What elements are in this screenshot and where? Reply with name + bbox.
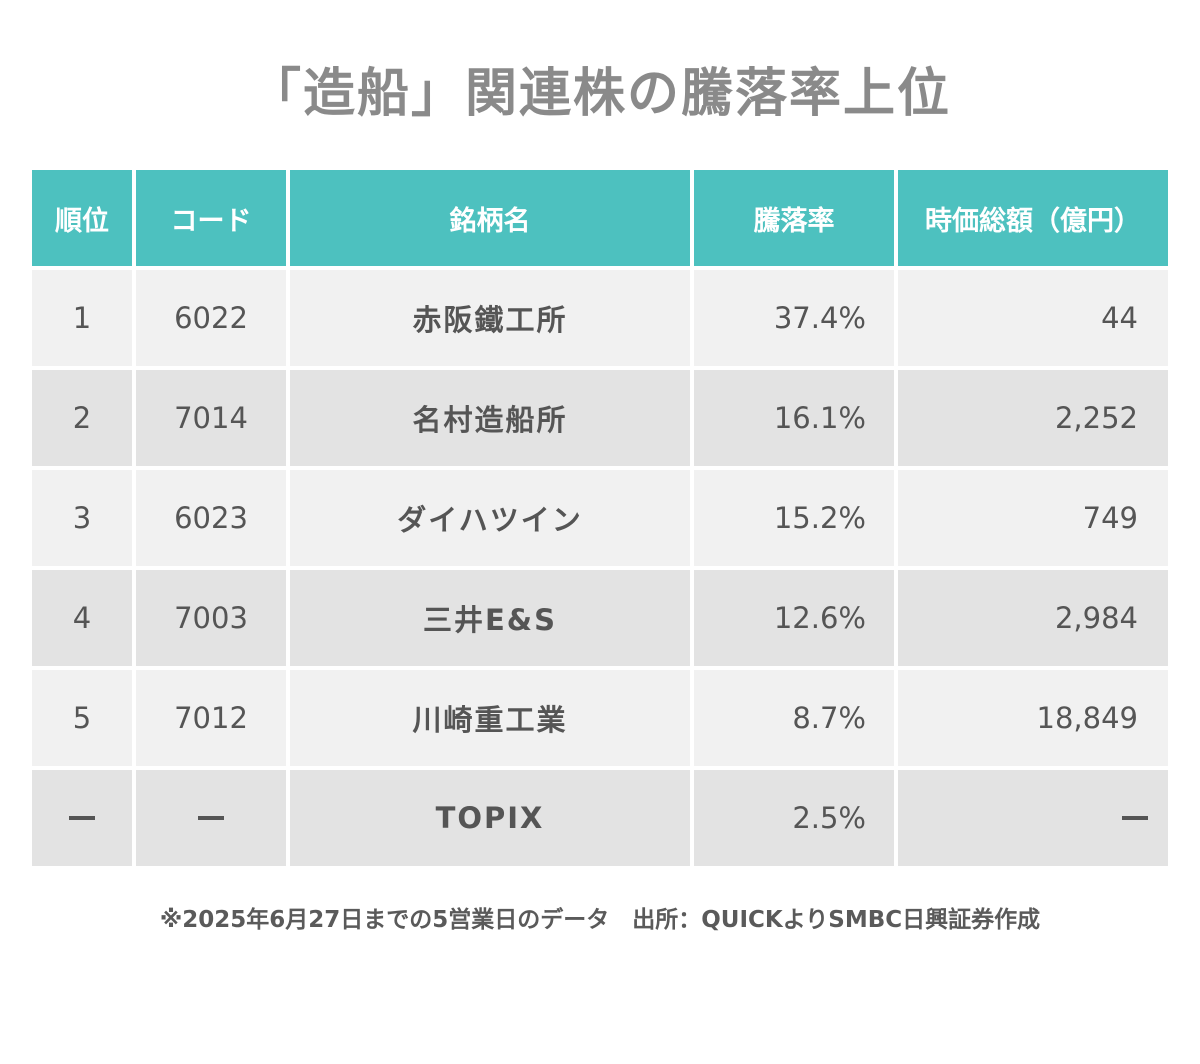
cell-rank: 2 [32, 370, 132, 466]
cell-change: 15.2% [694, 470, 894, 566]
header-name: 銘柄名 [290, 170, 690, 266]
cell-change: 2.5% [694, 770, 894, 866]
cell-change: 12.6% [694, 570, 894, 666]
cell-change: 8.7% [694, 670, 894, 766]
header-rank: 順位 [32, 170, 132, 266]
dash-mark [1122, 816, 1148, 820]
cell-name: 名村造船所 [290, 370, 690, 466]
cell-code: 6023 [136, 470, 286, 566]
header-market-cap: 時価総額（億円） [898, 170, 1168, 266]
cell-name: 川崎重工業 [290, 670, 690, 766]
cell-market-cap [898, 770, 1168, 866]
cell-code: 6022 [136, 270, 286, 366]
cell-rank [32, 770, 132, 866]
cell-code: 7014 [136, 370, 286, 466]
cell-rank: 3 [32, 470, 132, 566]
cell-market-cap: 44 [898, 270, 1168, 366]
cell-name: 赤阪鐵工所 [290, 270, 690, 366]
cell-market-cap: 749 [898, 470, 1168, 566]
cell-market-cap: 2,984 [898, 570, 1168, 666]
cell-code [136, 770, 286, 866]
cell-code: 7012 [136, 670, 286, 766]
cell-name: ダイハツイン [290, 470, 690, 566]
cell-name: 三井E&S [290, 570, 690, 666]
cell-code: 7003 [136, 570, 286, 666]
page-title: 「造船」関連株の騰落率上位 [248, 64, 951, 124]
cell-rank: 1 [32, 270, 132, 366]
ranking-table: 順位 コード 銘柄名 騰落率 時価総額（億円） 1 6022 赤阪鐵工所 37.… [32, 170, 1168, 870]
cell-change: 37.4% [694, 270, 894, 366]
cell-market-cap: 18,849 [898, 670, 1168, 766]
cell-change: 16.1% [694, 370, 894, 466]
cell-name: TOPIX [290, 770, 690, 866]
cell-rank: 5 [32, 670, 132, 766]
header-change: 騰落率 [694, 170, 894, 266]
cell-market-cap: 2,252 [898, 370, 1168, 466]
source-footnote: ※2025年6月27日までの5営業日のデータ 出所：QUICKよりSMBC日興証… [159, 907, 1041, 933]
dash-mark [69, 816, 95, 820]
dash-mark [198, 816, 224, 820]
cell-rank: 4 [32, 570, 132, 666]
header-code: コード [136, 170, 286, 266]
